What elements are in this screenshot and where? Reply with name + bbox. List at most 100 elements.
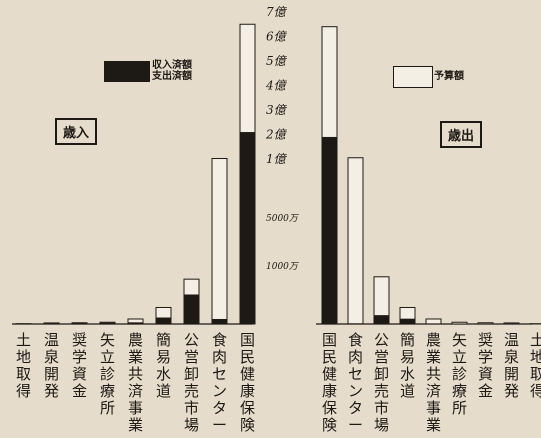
expenditure-category-char: 取 bbox=[530, 365, 541, 383]
expenditure-budget-bar bbox=[347, 157, 364, 325]
revenue-category-char: 立 bbox=[100, 348, 115, 366]
expenditure-category-char: 温 bbox=[504, 331, 519, 349]
revenue-category-char: 売 bbox=[184, 382, 199, 400]
revenue-category-char: 地 bbox=[16, 348, 31, 366]
expenditure-category-char: ー bbox=[348, 416, 363, 434]
expenditure-category-char: 済 bbox=[426, 382, 441, 400]
axis-tick-label: 2億 bbox=[265, 128, 288, 142]
axis-tick-label: 5億 bbox=[266, 54, 288, 68]
revenue-category-char: 診 bbox=[100, 365, 115, 383]
legend-filled-swatch bbox=[104, 61, 150, 82]
expenditure-actual-bar bbox=[426, 323, 441, 324]
axis-tick-label: 4億 bbox=[265, 79, 288, 93]
expenditure-category-char: 健 bbox=[322, 365, 337, 383]
expenditure-category-char: 療 bbox=[452, 382, 467, 400]
expenditure-category-char: 険 bbox=[322, 416, 337, 434]
expenditure-category-char: 事 bbox=[426, 399, 441, 417]
expenditure-category-char: 営 bbox=[374, 348, 389, 366]
expenditure-category-char: 易 bbox=[400, 348, 415, 366]
revenue-category-char: 卸 bbox=[184, 365, 199, 383]
revenue-actual-bar bbox=[72, 322, 87, 324]
revenue-category-char: 道 bbox=[156, 382, 171, 400]
revenue-category-char: タ bbox=[212, 399, 227, 417]
revenue-category-char: ー bbox=[212, 416, 227, 434]
revenue-category-char: 土 bbox=[16, 331, 31, 349]
revenue-actual-bar bbox=[212, 318, 227, 324]
expenditure-category-char: 売 bbox=[374, 382, 389, 400]
revenue-category-char: 金 bbox=[72, 382, 87, 400]
revenue-actual-bar bbox=[156, 317, 171, 324]
revenue-category-char: 療 bbox=[100, 382, 115, 400]
legend-outline-label: 予算額 bbox=[434, 71, 464, 82]
revenue-category-char: 共 bbox=[128, 365, 143, 383]
expenditure-category-char: 肉 bbox=[348, 348, 363, 366]
expenditure-category-char: 診 bbox=[452, 365, 467, 383]
revenue-category-char: 健 bbox=[240, 365, 255, 383]
revenue-category-char: 発 bbox=[44, 382, 59, 400]
revenue-category-char: 場 bbox=[184, 416, 199, 434]
axis-tick-label: 5000万 bbox=[266, 214, 300, 224]
expenditure-category-char: 業 bbox=[426, 348, 441, 366]
expenditure-category-char: 場 bbox=[374, 416, 389, 434]
expenditure-category-char: セ bbox=[348, 365, 363, 383]
expenditure-actual-bar bbox=[400, 318, 415, 324]
expenditure-category-char: 公 bbox=[374, 331, 389, 349]
expenditure-category-char: 資 bbox=[478, 365, 493, 383]
expenditure-category-char: 国 bbox=[322, 331, 337, 349]
expenditure-category-char: 保 bbox=[322, 399, 337, 417]
revenue-category-char: 業 bbox=[128, 416, 143, 434]
axis-tick-label: 7億 bbox=[266, 5, 288, 19]
revenue-category-char: 営 bbox=[184, 348, 199, 366]
revenue-category-char: ン bbox=[212, 382, 227, 400]
expenditure-category-char: 学 bbox=[478, 348, 493, 366]
revenue-category-char: 取 bbox=[16, 365, 31, 383]
revenue-actual-bar bbox=[100, 322, 115, 324]
axis-tick-label: 1000万 bbox=[266, 262, 300, 272]
revenue-category-char: 学 bbox=[72, 348, 87, 366]
axis-tick-label: 1億 bbox=[266, 152, 288, 166]
revenue-tag: 歳入 bbox=[55, 118, 98, 145]
revenue-category-char: 資 bbox=[72, 365, 87, 383]
expenditure-category-char: 立 bbox=[452, 348, 467, 366]
revenue-category-char: 開 bbox=[44, 365, 59, 383]
revenue-category-char: 温 bbox=[44, 331, 59, 349]
revenue-category-char: 食 bbox=[212, 331, 227, 349]
axis-tick-label: 3億 bbox=[266, 103, 288, 117]
expenditure-category-char: 土 bbox=[530, 331, 541, 349]
expenditure-category-char: 奨 bbox=[478, 331, 493, 349]
expenditure-actual-bar bbox=[374, 315, 389, 324]
revenue-category-char: 市 bbox=[184, 399, 199, 417]
revenue-category-char: セ bbox=[212, 365, 227, 383]
expenditure-category-char: 水 bbox=[400, 365, 415, 383]
revenue-category-char: 易 bbox=[156, 348, 171, 366]
expenditure-category-char: 開 bbox=[504, 365, 519, 383]
expenditure-category-char: 食 bbox=[348, 331, 363, 349]
revenue-category-char: 済 bbox=[128, 382, 143, 400]
expenditure-tag: 歳出 bbox=[440, 121, 483, 148]
revenue-category-char: 事 bbox=[128, 399, 143, 417]
revenue-category-char: 康 bbox=[240, 382, 255, 400]
expenditure-actual-bar bbox=[322, 136, 337, 324]
revenue-category-char: 奨 bbox=[72, 331, 87, 349]
expenditure-category-char: 共 bbox=[426, 365, 441, 383]
revenue-category-char: 国 bbox=[240, 331, 255, 349]
expenditure-actual-bar bbox=[348, 323, 363, 324]
revenue-category-char: 農 bbox=[128, 331, 143, 349]
revenue-category-char: 公 bbox=[184, 331, 199, 349]
legend-outline-swatch bbox=[393, 66, 433, 88]
expenditure-category-char: タ bbox=[348, 399, 363, 417]
expenditure-category-char: 矢 bbox=[452, 331, 467, 349]
revenue-category-char: 所 bbox=[100, 399, 115, 417]
expenditure-category-char: 卸 bbox=[374, 365, 389, 383]
revenue-category-char: 険 bbox=[240, 416, 255, 434]
revenue-actual-bar bbox=[184, 294, 199, 324]
expenditure-category-char: 業 bbox=[426, 416, 441, 434]
expenditure-category-char: 地 bbox=[530, 348, 541, 366]
revenue-category-char: 簡 bbox=[156, 331, 171, 349]
expenditure-category-char: 康 bbox=[322, 382, 337, 400]
expenditure-budget-bar bbox=[425, 318, 442, 325]
legend-filled-line1: 収入済額 bbox=[152, 60, 192, 71]
revenue-category-char: 矢 bbox=[100, 331, 115, 349]
expenditure-category-char: 発 bbox=[504, 382, 519, 400]
expenditure-category-char: 簡 bbox=[400, 331, 415, 349]
